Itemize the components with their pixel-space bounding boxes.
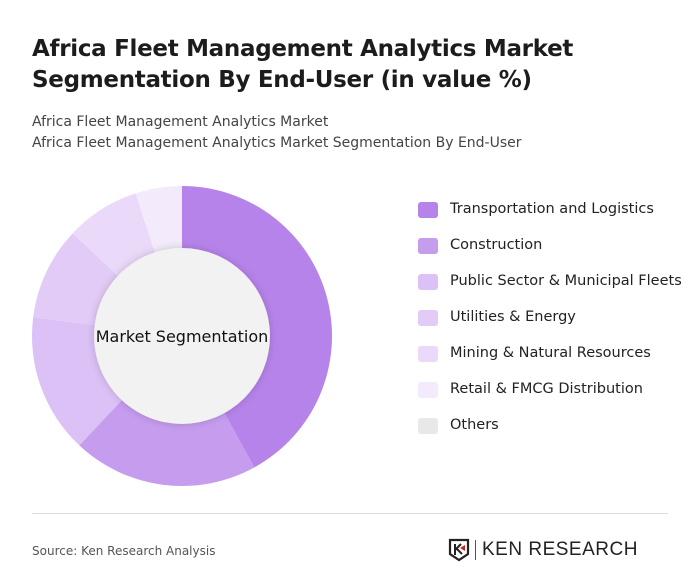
legend-swatch [418,310,438,326]
donut-center [94,248,270,424]
subtitle-segmentation: Africa Fleet Management Analytics Market… [32,135,522,151]
legend-swatch [418,418,438,434]
legend-item: Public Sector & Municipal Fleets [418,272,688,292]
center-label: Market Segmentation [96,327,269,346]
legend-item: Mining & Natural Resources [418,344,688,364]
legend-swatch [418,346,438,362]
legend-swatch [418,202,438,218]
legend-item: Utilities & Energy [418,308,688,328]
legend-label: Transportation and Logistics [450,201,654,217]
legend-swatch [418,238,438,254]
legend-label: Construction [450,237,543,253]
legend-label: Others [450,417,499,433]
logo-text: KEN RESEARCH [482,539,638,560]
legend-label: Retail & FMCG Distribution [450,381,643,397]
legend-item: Others [418,416,688,436]
source-note: Source: Ken Research Analysis [32,544,216,558]
logo-shield-icon [448,538,470,562]
legend: Transportation and Logistics Construction… [418,200,688,452]
legend-label: Public Sector & Municipal Fleets [450,273,682,289]
legend-swatch [418,382,438,398]
ken-research-logo: KEN RESEARCH [448,538,638,562]
legend-label: Mining & Natural Resources [450,345,651,361]
legend-label: Utilities & Energy [450,309,576,325]
legend-item: Construction [418,236,688,256]
divider [32,513,668,514]
subtitle-market: Africa Fleet Management Analytics Market [32,114,329,130]
donut-chart: Market Segmentation [32,186,333,487]
legend-item: Transportation and Logistics [418,200,688,220]
chart-title: Africa Fleet Management Analytics Market… [32,36,574,93]
legend-swatch [418,274,438,290]
legend-item: Retail & FMCG Distribution [418,380,688,400]
